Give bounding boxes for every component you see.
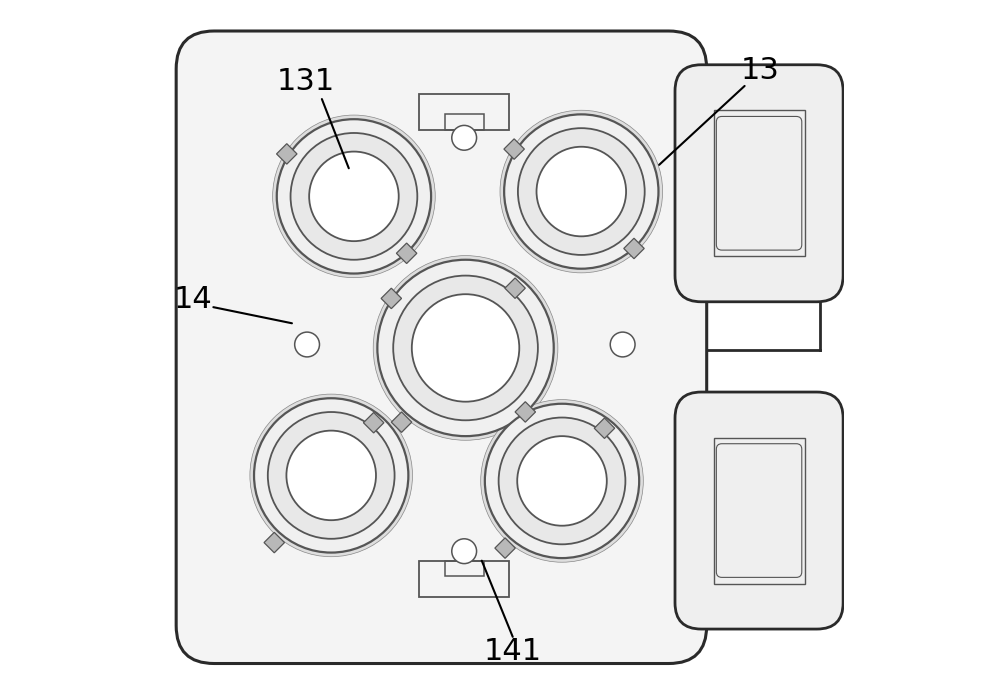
Circle shape <box>286 431 376 520</box>
FancyBboxPatch shape <box>675 392 843 629</box>
Bar <box>504 139 524 159</box>
Circle shape <box>393 276 538 420</box>
Circle shape <box>481 400 643 562</box>
Bar <box>714 438 805 584</box>
Circle shape <box>254 398 408 553</box>
Circle shape <box>517 436 607 526</box>
Circle shape <box>377 260 554 436</box>
Circle shape <box>452 539 477 564</box>
Text: 141: 141 <box>483 637 541 666</box>
Circle shape <box>500 110 663 273</box>
FancyBboxPatch shape <box>675 65 843 302</box>
Bar <box>363 413 384 433</box>
Bar <box>381 288 402 309</box>
Bar <box>419 94 509 130</box>
Circle shape <box>518 128 645 255</box>
Bar <box>445 561 484 576</box>
FancyBboxPatch shape <box>176 31 707 664</box>
Circle shape <box>309 152 399 241</box>
Circle shape <box>499 418 625 544</box>
Circle shape <box>277 119 431 274</box>
Text: 13: 13 <box>741 56 780 85</box>
Circle shape <box>452 125 477 150</box>
Bar <box>445 114 484 130</box>
Bar <box>396 243 417 263</box>
Bar <box>264 533 284 553</box>
Bar <box>419 561 509 597</box>
Circle shape <box>537 147 626 236</box>
Bar <box>391 412 412 433</box>
Circle shape <box>610 332 635 357</box>
Circle shape <box>250 394 412 557</box>
Circle shape <box>485 404 639 558</box>
Circle shape <box>273 115 435 278</box>
Text: 14: 14 <box>174 285 213 314</box>
Circle shape <box>295 332 319 357</box>
Circle shape <box>291 133 417 260</box>
Circle shape <box>412 294 519 402</box>
Bar <box>277 144 297 164</box>
Bar <box>714 110 805 256</box>
Bar <box>624 238 644 258</box>
Text: 131: 131 <box>277 67 335 96</box>
Circle shape <box>268 412 395 539</box>
Bar <box>515 402 536 422</box>
Bar <box>594 418 615 438</box>
Circle shape <box>504 114 658 269</box>
Bar <box>495 538 515 558</box>
Bar <box>505 278 525 298</box>
Circle shape <box>373 256 558 440</box>
